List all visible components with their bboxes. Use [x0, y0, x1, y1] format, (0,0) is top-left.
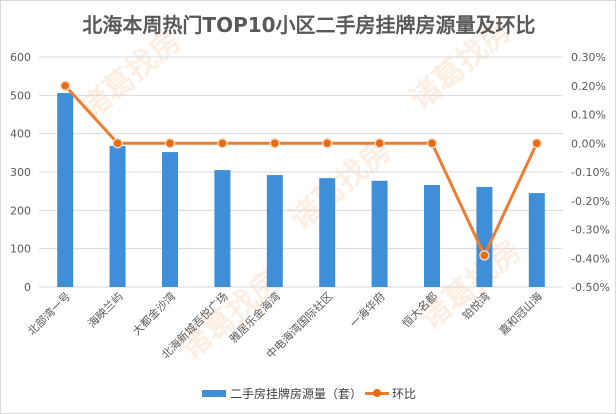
y2-tick-label: -0.30%	[571, 224, 610, 237]
y-tick-label: 200	[10, 204, 31, 217]
x-tick-label: 大都金沙湾	[129, 289, 178, 338]
y2-tick-label: 0.00%	[571, 137, 606, 150]
bar	[214, 170, 231, 287]
legend-bar-swatch	[201, 390, 226, 397]
ratio-point	[59, 80, 71, 91]
legend-line-swatch	[365, 389, 389, 397]
ratio-point	[426, 138, 438, 149]
y-tick-label: 600	[10, 51, 31, 64]
bar	[162, 152, 178, 287]
bar	[424, 185, 440, 287]
y2-tick-label: -0.20%	[571, 195, 610, 208]
bar	[57, 93, 74, 288]
legend: 二手房挂牌房源量（套） 环比	[1, 385, 615, 402]
y2-tick-label: -0.40%	[571, 252, 610, 265]
bar	[476, 186, 493, 287]
chart-title: 北海本周热门TOP10小区二手房挂牌房源量及环比	[82, 13, 536, 37]
y-tick-label: 500	[10, 89, 31, 102]
ratio-point	[374, 138, 385, 149]
legend-line-label: 环比	[392, 387, 417, 401]
x-tick-label: 嘉和冠山海	[496, 289, 545, 338]
bar	[109, 145, 126, 287]
y-tick-label: 0	[24, 281, 31, 294]
ratio-point	[217, 138, 228, 149]
ratio-point	[164, 138, 176, 149]
bar	[266, 175, 283, 287]
x-tick-label: 北部湾一号	[25, 289, 74, 338]
y-tick-label: 300	[10, 166, 31, 179]
bar	[371, 180, 388, 287]
y-tick-label: 100	[10, 243, 31, 256]
ratio-line	[64, 84, 539, 259]
legend-bar-label: 二手房挂牌房源量（套）	[229, 387, 362, 401]
y-tick-label: 400	[10, 128, 31, 141]
bar	[528, 193, 545, 287]
bar	[319, 178, 336, 287]
y2-tick-label: -0.10%	[571, 166, 610, 179]
ratio-point	[479, 250, 490, 261]
ratio-point	[112, 138, 123, 149]
x-tick-label: 一海华府	[347, 289, 388, 330]
y2-tick-label: 0.30%	[571, 51, 606, 64]
y2-tick-label: 0.10%	[571, 109, 606, 122]
y2-tick-label: -0.50%	[571, 281, 610, 294]
ratio-point	[321, 138, 333, 149]
y2-tick-label: 0.20%	[571, 80, 606, 93]
x-tick-label: 海映兰屿	[85, 289, 126, 330]
watermark: 诸葛找房	[74, 23, 188, 127]
ratio-point	[269, 138, 281, 149]
ratio-point	[531, 138, 543, 149]
